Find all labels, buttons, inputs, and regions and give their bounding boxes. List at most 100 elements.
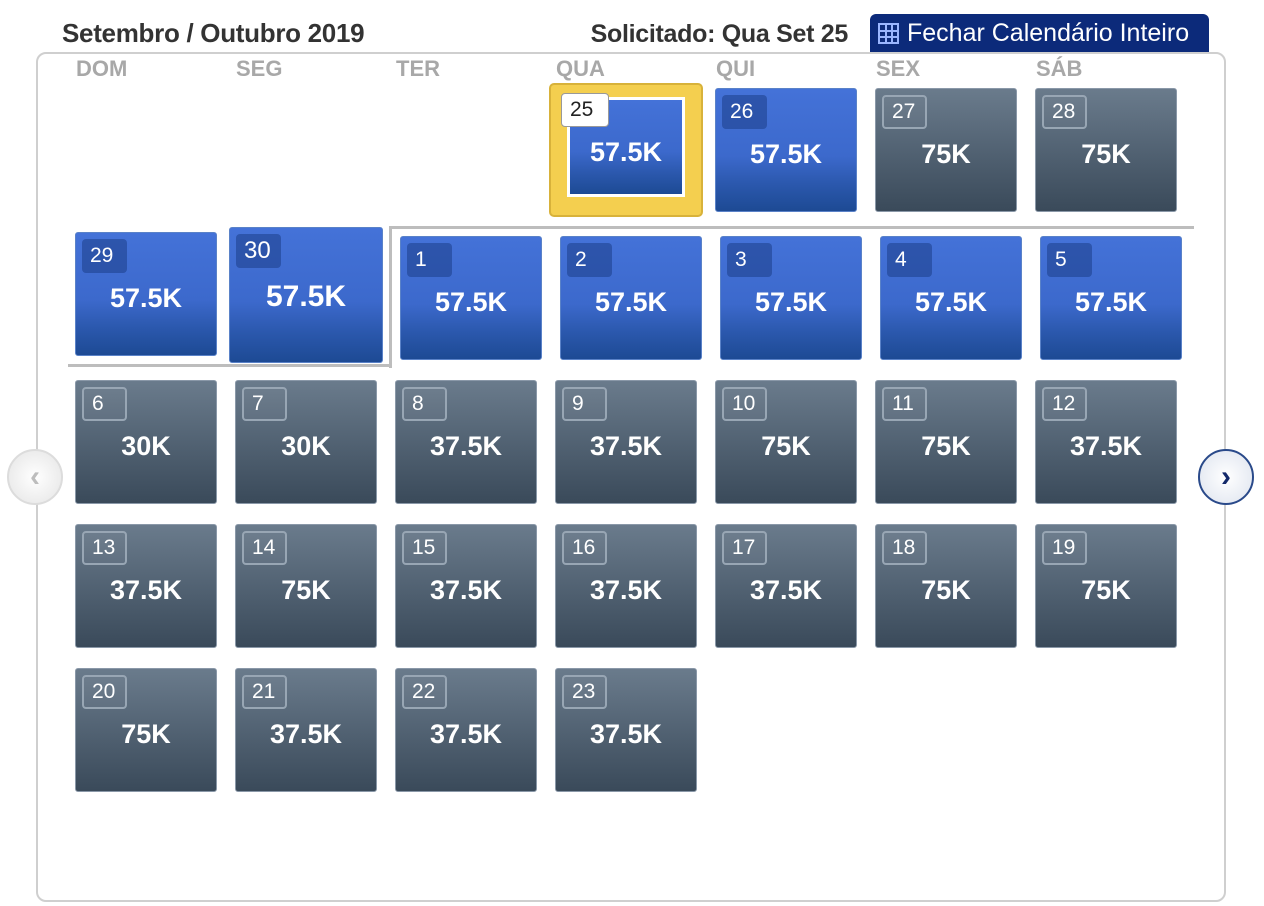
day-cell[interactable]: 23 37.5K <box>555 668 697 792</box>
day-price: 37.5K <box>749 575 823 605</box>
day-number: 12 <box>1042 387 1087 421</box>
requested-date-label: Solicitado: Qua Set 25 <box>590 20 849 48</box>
day-number: 29 <box>82 239 127 273</box>
day-cell[interactable]: 25 57.5K <box>549 83 703 217</box>
day-cell[interactable]: 6 30K <box>75 380 217 504</box>
day-number: 9 <box>562 387 607 421</box>
day-number: 25 <box>561 93 609 127</box>
day-cell[interactable]: 5 57.5K <box>1040 236 1182 360</box>
day-price: 37.5K <box>429 431 503 461</box>
weekday-1: SEG <box>236 56 283 81</box>
day-number: 1 <box>407 243 452 277</box>
day-cell[interactable]: 9 37.5K <box>555 380 697 504</box>
day-number: 28 <box>1042 95 1087 129</box>
day-number: 2 <box>567 243 612 277</box>
day-number: 18 <box>882 531 927 565</box>
day-cell[interactable]: 11 75K <box>875 380 1017 504</box>
day-number: 8 <box>402 387 447 421</box>
weekday-4: QUI <box>716 56 756 81</box>
day-price: 57.5K <box>594 287 668 317</box>
weekday-6: SÁB <box>1036 56 1083 81</box>
chevron-right-icon: › <box>1221 460 1231 493</box>
day-cell[interactable]: 2 57.5K <box>560 236 702 360</box>
day-cell[interactable]: 3 57.5K <box>720 236 862 360</box>
day-price: 57.5K <box>589 137 663 167</box>
day-price: 75K <box>921 431 971 461</box>
weekday-0: DOM <box>76 56 128 81</box>
day-price: 37.5K <box>589 575 663 605</box>
close-calendar-button-label: Fechar Calendário Inteiro <box>907 18 1190 47</box>
day-cell[interactable]: 7 30K <box>235 380 377 504</box>
week-outline-left <box>389 226 392 368</box>
day-price: 75K <box>121 719 171 749</box>
day-price: 57.5K <box>109 283 183 313</box>
day-number: 11 <box>882 387 927 421</box>
day-price: 30K <box>281 431 331 461</box>
day-cell[interactable]: 17 37.5K <box>715 524 857 648</box>
weekday-2: TER <box>396 56 440 81</box>
day-price: 30K <box>121 431 171 461</box>
day-cell[interactable]: 28 75K <box>1035 88 1177 212</box>
day-cell[interactable]: 26 57.5K <box>715 88 857 212</box>
day-price: 37.5K <box>429 719 503 749</box>
day-number: 21 <box>242 675 287 709</box>
day-cell[interactable]: 10 75K <box>715 380 857 504</box>
next-month-button[interactable]: › <box>1198 449 1254 505</box>
day-cell[interactable]: 18 75K <box>875 524 1017 648</box>
day-number: 4 <box>887 243 932 277</box>
day-price: 37.5K <box>429 575 503 605</box>
day-cell[interactable]: 20 75K <box>75 668 217 792</box>
week-outline-bottom <box>68 364 392 367</box>
day-number: 5 <box>1047 243 1092 277</box>
day-number: 10 <box>722 387 767 421</box>
week-outline-top <box>390 226 1194 229</box>
day-price: 57.5K <box>265 280 347 313</box>
day-cell[interactable]: 16 37.5K <box>555 524 697 648</box>
day-cell[interactable]: 29 57.5K <box>75 232 217 356</box>
day-number: 17 <box>722 531 767 565</box>
calendar-grid-icon <box>878 22 899 44</box>
day-number: 30 <box>236 234 281 268</box>
day-cell[interactable]: 12 37.5K <box>1035 380 1177 504</box>
day-cell[interactable]: 22 37.5K <box>395 668 537 792</box>
day-price: 75K <box>1081 575 1131 605</box>
day-price: 57.5K <box>434 287 508 317</box>
day-number: 23 <box>562 675 607 709</box>
day-cell[interactable]: 21 37.5K <box>235 668 377 792</box>
day-cell[interactable]: 15 37.5K <box>395 524 537 648</box>
day-number: 16 <box>562 531 607 565</box>
weekday-3: QUA <box>556 56 605 81</box>
close-calendar-button[interactable]: Fechar Calendário Inteiro <box>870 14 1209 52</box>
day-number: 19 <box>1042 531 1087 565</box>
day-price: 75K <box>921 139 971 169</box>
day-number: 27 <box>882 95 927 129</box>
day-cell[interactable]: 13 37.5K <box>75 524 217 648</box>
day-cell[interactable]: 1 57.5K <box>400 236 542 360</box>
day-price: 57.5K <box>754 287 828 317</box>
previous-month-button[interactable]: ‹ <box>7 449 63 505</box>
day-number: 6 <box>82 387 127 421</box>
day-price: 37.5K <box>589 431 663 461</box>
day-price: 57.5K <box>1074 287 1148 317</box>
day-cell[interactable]: 14 75K <box>235 524 377 648</box>
weekday-5: SEX <box>876 56 921 81</box>
day-number: 14 <box>242 531 287 565</box>
day-price: 37.5K <box>109 575 183 605</box>
day-number: 3 <box>727 243 772 277</box>
day-price: 57.5K <box>749 139 823 169</box>
day-cell[interactable]: 19 75K <box>1035 524 1177 648</box>
day-number: 15 <box>402 531 447 565</box>
day-price: 75K <box>761 431 811 461</box>
day-price: 75K <box>1081 139 1131 169</box>
day-cell[interactable]: 30 57.5K <box>229 227 383 363</box>
day-number: 22 <box>402 675 447 709</box>
day-price: 75K <box>921 575 971 605</box>
day-number: 7 <box>242 387 287 421</box>
calendar-title: Setembro / Outubro 2019 <box>62 18 365 48</box>
day-price: 37.5K <box>589 719 663 749</box>
day-cell[interactable]: 27 75K <box>875 88 1017 212</box>
chevron-left-icon: ‹ <box>30 460 40 493</box>
day-cell[interactable]: 8 37.5K <box>395 380 537 504</box>
day-cell[interactable]: 4 57.5K <box>880 236 1022 360</box>
day-number: 20 <box>82 675 127 709</box>
